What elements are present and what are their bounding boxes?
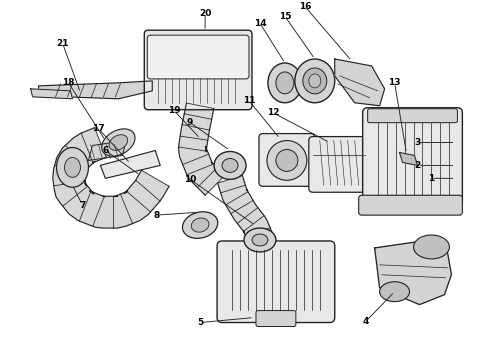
Ellipse shape bbox=[276, 149, 298, 171]
FancyBboxPatch shape bbox=[147, 35, 249, 79]
Ellipse shape bbox=[182, 212, 218, 238]
Text: 16: 16 bbox=[298, 2, 311, 11]
FancyBboxPatch shape bbox=[259, 134, 315, 186]
Ellipse shape bbox=[267, 140, 307, 180]
Text: 3: 3 bbox=[415, 138, 420, 147]
Polygon shape bbox=[218, 175, 274, 247]
Text: 21: 21 bbox=[56, 39, 69, 48]
Ellipse shape bbox=[268, 63, 302, 103]
Text: 5: 5 bbox=[197, 318, 203, 327]
Ellipse shape bbox=[222, 158, 238, 172]
FancyBboxPatch shape bbox=[368, 109, 457, 123]
Polygon shape bbox=[178, 103, 225, 195]
Polygon shape bbox=[399, 153, 417, 165]
Polygon shape bbox=[30, 89, 73, 99]
Text: 1: 1 bbox=[428, 174, 435, 183]
FancyBboxPatch shape bbox=[256, 311, 296, 327]
Ellipse shape bbox=[214, 152, 246, 179]
Text: 7: 7 bbox=[79, 201, 86, 210]
Ellipse shape bbox=[56, 148, 89, 187]
Ellipse shape bbox=[191, 218, 209, 232]
FancyBboxPatch shape bbox=[144, 30, 252, 110]
Polygon shape bbox=[89, 140, 126, 161]
Ellipse shape bbox=[109, 135, 128, 150]
Polygon shape bbox=[335, 59, 385, 106]
Text: 8: 8 bbox=[153, 211, 159, 220]
Text: 10: 10 bbox=[184, 175, 196, 184]
Polygon shape bbox=[375, 240, 451, 305]
Ellipse shape bbox=[102, 129, 135, 156]
Text: 15: 15 bbox=[279, 12, 291, 21]
Text: 4: 4 bbox=[363, 317, 369, 326]
FancyBboxPatch shape bbox=[363, 108, 463, 207]
Ellipse shape bbox=[276, 72, 294, 94]
Text: 2: 2 bbox=[415, 161, 420, 170]
FancyBboxPatch shape bbox=[217, 241, 335, 323]
Ellipse shape bbox=[65, 157, 80, 177]
Polygon shape bbox=[39, 81, 152, 99]
Polygon shape bbox=[100, 150, 160, 178]
Ellipse shape bbox=[309, 74, 321, 88]
FancyBboxPatch shape bbox=[309, 136, 368, 192]
Text: 20: 20 bbox=[199, 9, 211, 18]
Text: 6: 6 bbox=[102, 146, 108, 155]
Text: 11: 11 bbox=[243, 96, 255, 105]
Text: 19: 19 bbox=[168, 106, 180, 115]
Ellipse shape bbox=[303, 68, 327, 94]
Text: 18: 18 bbox=[62, 78, 75, 87]
FancyBboxPatch shape bbox=[359, 195, 463, 215]
Text: 12: 12 bbox=[267, 108, 279, 117]
Ellipse shape bbox=[252, 234, 268, 246]
Text: 13: 13 bbox=[388, 78, 401, 87]
Ellipse shape bbox=[380, 282, 410, 302]
Ellipse shape bbox=[414, 235, 449, 259]
Text: 14: 14 bbox=[254, 19, 266, 28]
Ellipse shape bbox=[244, 228, 276, 252]
Ellipse shape bbox=[295, 59, 335, 103]
Polygon shape bbox=[53, 128, 169, 228]
Text: 17: 17 bbox=[92, 124, 105, 133]
Text: 9: 9 bbox=[187, 118, 194, 127]
